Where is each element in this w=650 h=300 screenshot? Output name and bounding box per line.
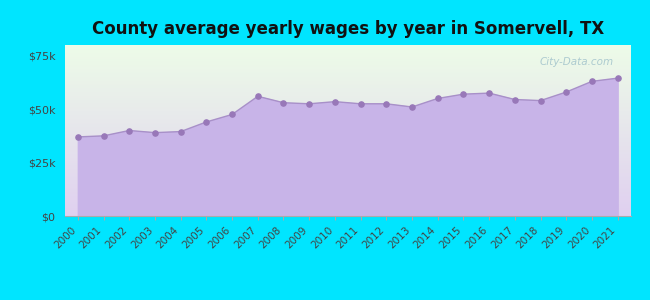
Point bbox=[587, 79, 597, 84]
Point bbox=[432, 96, 443, 101]
Point bbox=[150, 130, 160, 135]
Point bbox=[330, 99, 340, 104]
Point bbox=[278, 100, 289, 105]
Point bbox=[561, 90, 571, 94]
Point bbox=[381, 101, 391, 106]
Point bbox=[510, 97, 520, 102]
Text: City-Data.com: City-Data.com bbox=[540, 57, 614, 67]
Point bbox=[536, 98, 546, 103]
Point bbox=[98, 134, 109, 138]
Point bbox=[253, 94, 263, 99]
Point bbox=[458, 92, 469, 97]
Point bbox=[407, 105, 417, 110]
Point bbox=[356, 101, 366, 106]
Point bbox=[612, 76, 623, 80]
Point bbox=[227, 112, 237, 117]
Title: County average yearly wages by year in Somervell, TX: County average yearly wages by year in S… bbox=[92, 20, 604, 38]
Point bbox=[176, 129, 186, 134]
Point bbox=[304, 101, 315, 106]
Point bbox=[124, 128, 135, 133]
Point bbox=[484, 91, 494, 95]
Point bbox=[73, 134, 83, 139]
Point bbox=[202, 119, 212, 124]
